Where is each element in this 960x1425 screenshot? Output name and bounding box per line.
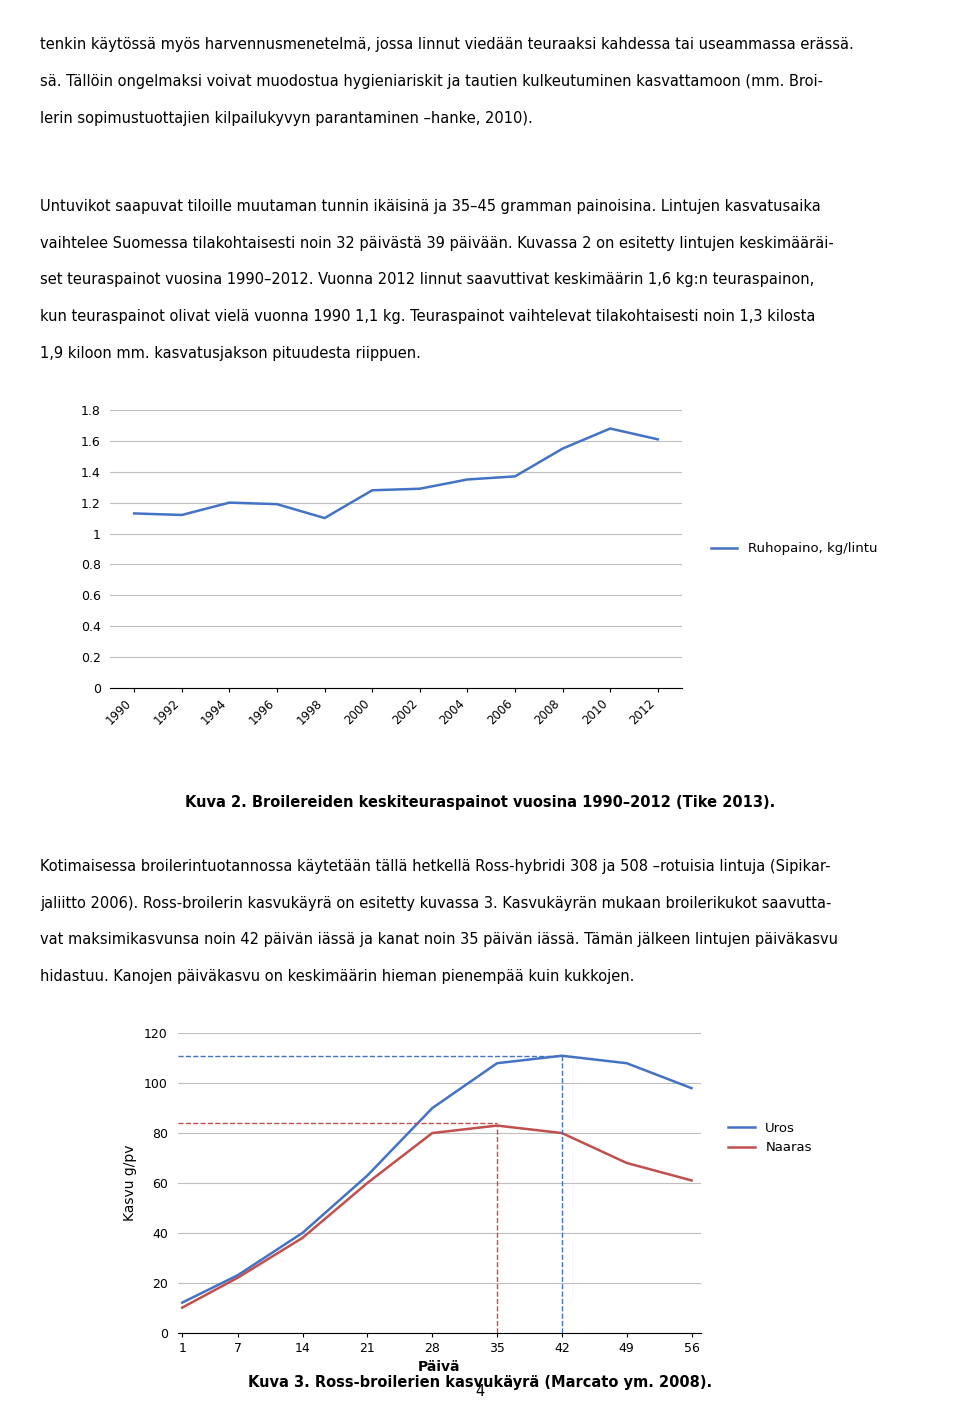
Naaras — [362, 1174, 373, 1191]
Line: Naaras: Naaras — [182, 1126, 691, 1308]
X-axis label: Päivä: Päivä — [418, 1359, 461, 1374]
Y-axis label: Kasvu g/pv: Kasvu g/pv — [123, 1144, 137, 1221]
Text: 1,9 kiloon mm. kasvatusjakson pituudesta riippuen.: 1,9 kiloon mm. kasvatusjakson pituudesta… — [40, 346, 421, 361]
Naaras — [426, 1124, 438, 1141]
Naaras — [297, 1230, 308, 1247]
Text: Kuva 3. Ross-broilerien kasvukäyrä (Marcato ym. 2008).: Kuva 3. Ross-broilerien kasvukäyrä (Marc… — [248, 1375, 712, 1391]
Line: Uros: Uros — [182, 1056, 691, 1302]
Text: lerin sopimustuottajien kilpailukyvyn parantaminen –hanke, 2010).: lerin sopimustuottajien kilpailukyvyn pa… — [40, 111, 533, 125]
Text: sä. Tällöin ongelmaksi voivat muodostua hygieniariskit ja tautien kulkeutuminen : sä. Tällöin ongelmaksi voivat muodostua … — [40, 74, 824, 88]
Text: vat maksimikasvunsa noin 42 päivän iässä ja kanat noin 35 päivän iässä. Tämän jä: vat maksimikasvunsa noin 42 päivän iässä… — [40, 932, 838, 948]
Naaras — [232, 1270, 244, 1287]
Text: 4: 4 — [475, 1384, 485, 1399]
Uros — [492, 1054, 503, 1072]
Text: Untuvikot saapuvat tiloille muutaman tunnin ikäisinä ja 35–45 gramman painoisina: Untuvikot saapuvat tiloille muutaman tun… — [40, 200, 821, 214]
Naaras — [177, 1300, 188, 1317]
Uros — [362, 1167, 373, 1184]
Uros — [177, 1294, 188, 1311]
Uros — [426, 1100, 438, 1117]
Naaras — [556, 1124, 567, 1141]
Text: hidastuu. Kanojen päiväkasvu on keskimäärin hieman pienempää kuin kukkojen.: hidastuu. Kanojen päiväkasvu on keskimää… — [40, 969, 635, 985]
Uros — [621, 1054, 633, 1072]
Naaras — [685, 1171, 697, 1188]
Text: tenkin käytössä myös harvennusmenetelmä, jossa linnut viedään teuraaksi kahdessa: tenkin käytössä myös harvennusmenetelmä,… — [40, 37, 854, 53]
Naaras — [621, 1154, 633, 1171]
Text: Kotimaisessa broilerintuotannossa käytetään tällä hetkellä Ross-hybridi 308 ja 5: Kotimaisessa broilerintuotannossa käytet… — [40, 859, 830, 874]
Text: jaliitto 2006). Ross-broilerin kasvukäyrä on esitetty kuvassa 3. Kasvukäyrän muk: jaliitto 2006). Ross-broilerin kasvukäyr… — [40, 896, 831, 911]
Legend: Uros, Naaras: Uros, Naaras — [723, 1116, 817, 1160]
Text: vaihtelee Suomessa tilakohtaisesti noin 32 päivästä 39 päivään. Kuvassa 2 on esi: vaihtelee Suomessa tilakohtaisesti noin … — [40, 235, 834, 251]
Text: kun teuraspainot olivat vielä vuonna 1990 1,1 kg. Teuraspainot vaihtelevat tilak: kun teuraspainot olivat vielä vuonna 199… — [40, 309, 816, 323]
Uros — [297, 1224, 308, 1241]
Text: set teuraspainot vuosina 1990–2012. Vuonna 2012 linnut saavuttivat keskimäärin 1: set teuraspainot vuosina 1990–2012. Vuon… — [40, 272, 815, 288]
Uros — [556, 1047, 567, 1064]
Legend: Ruhopaino, kg/lintu: Ruhopaino, kg/lintu — [706, 537, 882, 560]
Uros — [232, 1267, 244, 1284]
Text: Kuva 2. Broilereiden keskiteuraspainot vuosina 1990–2012 (Tike 2013).: Kuva 2. Broilereiden keskiteuraspainot v… — [185, 795, 775, 809]
Uros — [685, 1080, 697, 1097]
Naaras — [492, 1117, 503, 1134]
